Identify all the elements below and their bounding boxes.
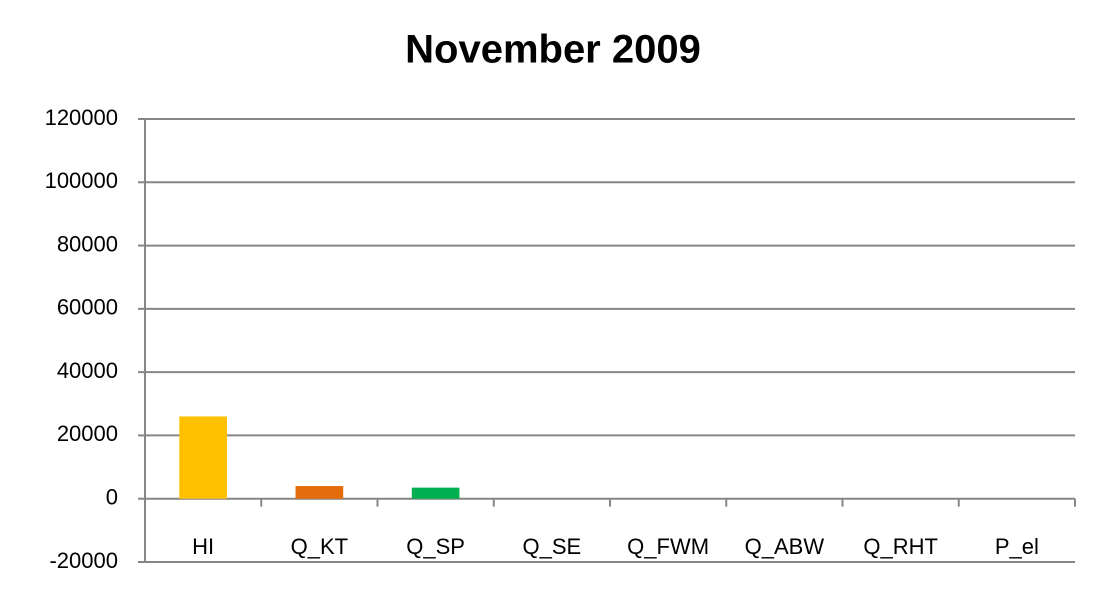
x-tick-label: Q_RHT: [863, 534, 938, 559]
y-tick-label: 100000: [45, 168, 118, 193]
bar: [411, 487, 460, 499]
x-tick-label: Q_SP: [406, 534, 465, 559]
x-tick-label: P_el: [995, 534, 1039, 559]
y-tick-label: 60000: [57, 295, 118, 320]
y-tick-label: 120000: [45, 105, 118, 130]
y-tick-label: -20000: [49, 548, 118, 573]
y-tick-label: 0: [106, 485, 118, 510]
x-tick-label: Q_KT: [291, 534, 348, 559]
x-tick-label: HI: [192, 534, 214, 559]
y-tick-label: 20000: [57, 421, 118, 446]
bar: [179, 416, 227, 499]
x-tick-label: Q_FWM: [627, 534, 709, 559]
x-tick-label: Q_SE: [523, 534, 582, 559]
chart-title: November 2009: [405, 28, 701, 72]
bar: [295, 486, 344, 499]
x-tick-label: Q_ABW: [745, 534, 825, 559]
y-tick-label: 80000: [57, 231, 118, 256]
y-tick-label: 40000: [57, 358, 118, 383]
